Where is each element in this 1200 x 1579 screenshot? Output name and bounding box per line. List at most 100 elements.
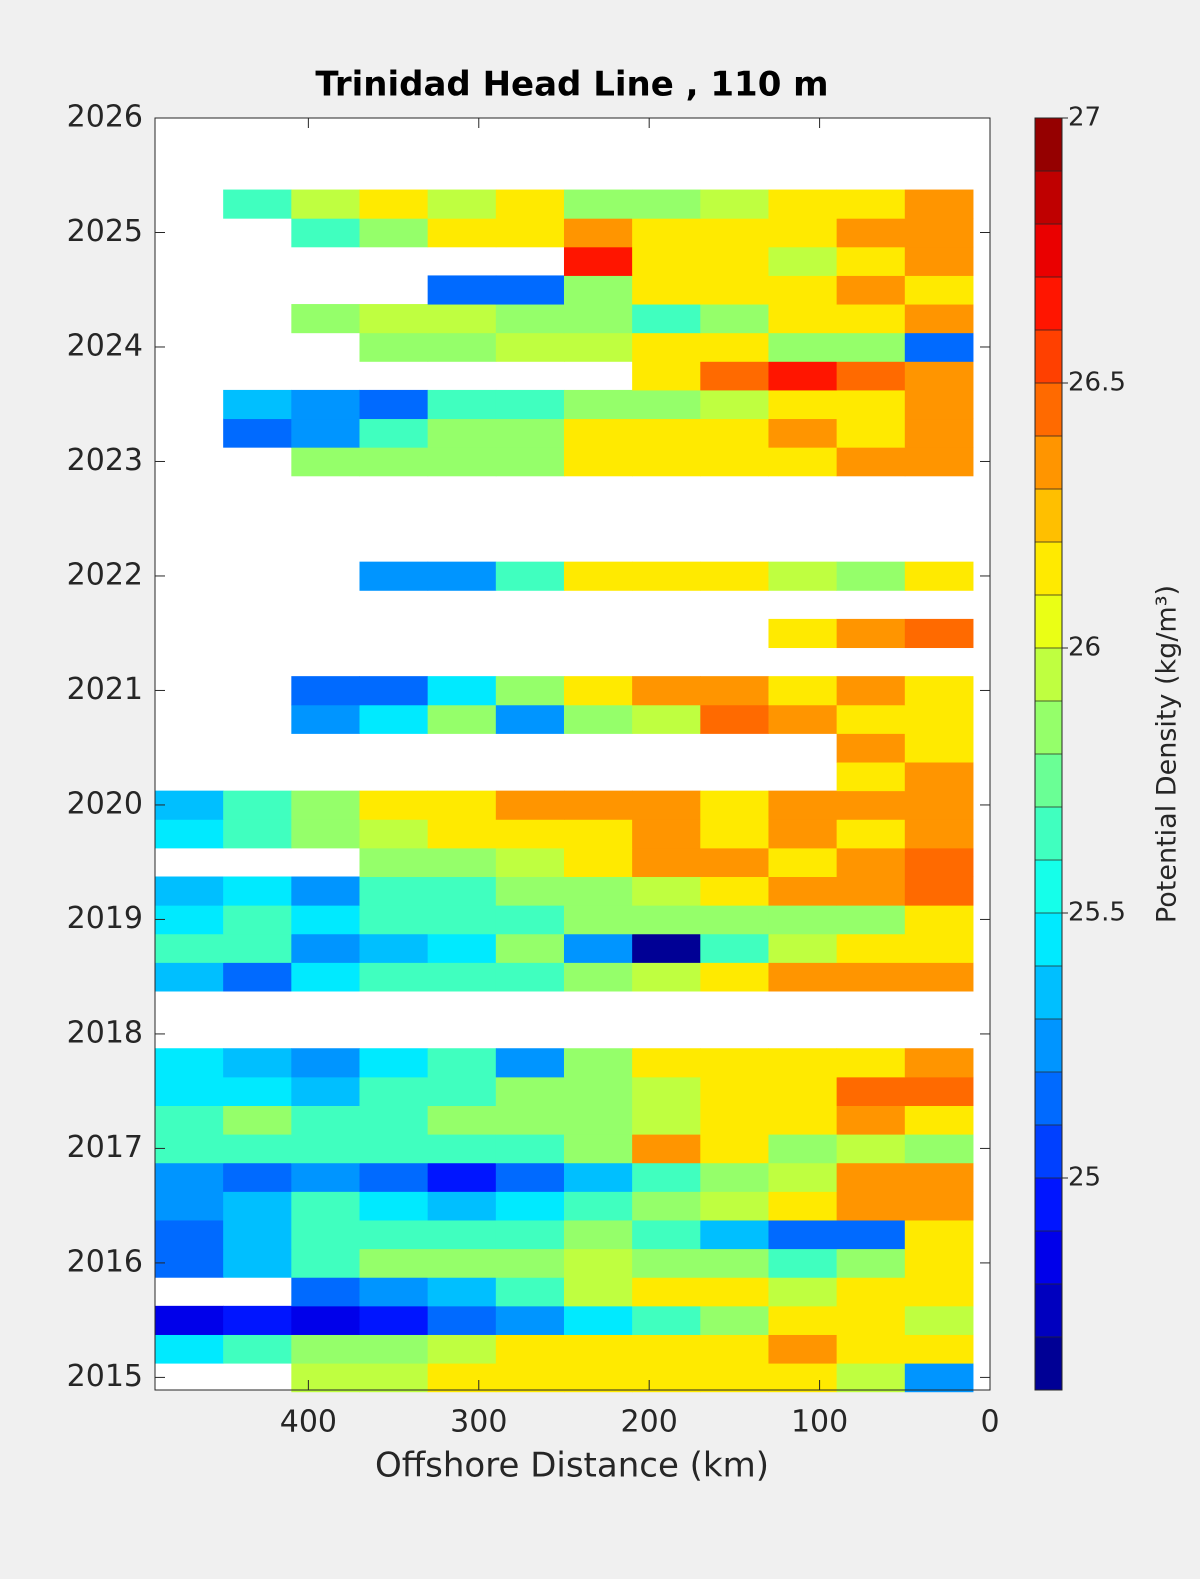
density-cell [632,447,701,477]
y-tick-label: 2024 [67,328,143,363]
colorbar-segment [1035,1337,1062,1391]
density-cell [700,1191,769,1221]
density-cell [700,561,769,591]
density-cell [904,962,974,992]
density-cell [495,1134,565,1164]
density-cell [632,876,701,906]
density-cell [768,1219,838,1250]
density-cell [427,561,497,591]
density-cell [359,819,429,849]
density-cell [563,304,633,334]
colorbar-segment [1035,489,1062,543]
x-tick-label: 200 [621,1405,678,1440]
density-cell [563,819,633,849]
density-cell [495,189,565,219]
density-cell [427,1305,497,1335]
density-cell [904,819,974,849]
density-cell [632,246,701,276]
density-cell [359,847,429,878]
density-cell [359,905,429,935]
density-cell [223,1334,292,1364]
density-cell [836,1162,906,1192]
colorbar-segment [1035,1231,1062,1285]
density-cell [427,418,497,448]
density-cell [563,418,633,448]
density-cell [768,847,838,878]
density-cell [563,1363,633,1393]
density-cell [359,1162,429,1192]
density-cell [495,876,565,906]
colorbar-segment [1035,701,1062,755]
density-cell [836,1134,906,1164]
density-cell [904,447,974,477]
density-cell [359,1048,429,1078]
density-cell [700,361,769,391]
density-cell [768,790,838,820]
density-cell [904,1305,974,1335]
density-cell [632,1219,701,1250]
density-cell [359,876,429,906]
y-tick-label: 2023 [67,443,143,478]
density-cell [700,389,769,420]
density-cell [495,790,565,820]
density-cell [836,762,906,792]
density-cell [359,1134,429,1164]
density-cell [427,447,497,477]
density-cell [632,1191,701,1221]
density-cell [904,933,974,963]
density-cell [427,876,497,906]
density-cell [768,361,838,391]
colorbar-segment [1035,436,1062,490]
colorbar-segment [1035,860,1062,914]
density-cell [155,876,224,906]
density-cell [155,1305,224,1335]
density-cell [700,905,769,935]
density-cell [495,1248,565,1278]
density-cell [291,1048,360,1078]
density-cell [495,676,565,706]
density-cell [359,1105,429,1135]
density-cell [632,962,701,992]
density-cell [700,1277,769,1307]
density-cell [632,1048,701,1078]
density-cell [904,389,974,420]
density-cell [632,1363,701,1393]
x-tick-label: 0 [980,1405,999,1440]
density-cell [155,1248,224,1278]
density-cell [904,1076,974,1106]
density-cell [563,447,633,477]
density-cell [359,704,429,734]
density-cell [904,847,974,878]
density-cell [632,1134,701,1164]
density-cell [359,389,429,420]
density-cell [359,1191,429,1221]
density-cell [563,1134,633,1164]
density-cell [836,1334,906,1364]
density-cell [904,762,974,792]
density-cell [563,1305,633,1335]
density-cell [291,1277,360,1307]
density-cell [427,1219,497,1250]
colorbar-tick-label: 26 [1068,633,1101,663]
density-cell [563,246,633,276]
density-cell [904,561,974,591]
density-cell [768,189,838,219]
density-cell [291,1105,360,1135]
density-cell [904,1162,974,1192]
density-cell [904,218,974,248]
y-tick-label: 2017 [67,1130,143,1165]
density-cell [155,1048,224,1078]
density-cell [563,275,633,305]
density-cell [155,1334,224,1364]
density-cell [632,275,701,305]
density-cell [904,733,974,763]
density-cell [700,962,769,992]
density-cell [291,1134,360,1164]
y-tick-label: 2015 [67,1359,143,1394]
density-cell [223,905,292,935]
density-cell [155,905,224,935]
y-tick-label: 2022 [67,557,143,592]
colorbar-segment [1035,1284,1062,1338]
density-cell [836,962,906,992]
density-cell [768,418,838,448]
